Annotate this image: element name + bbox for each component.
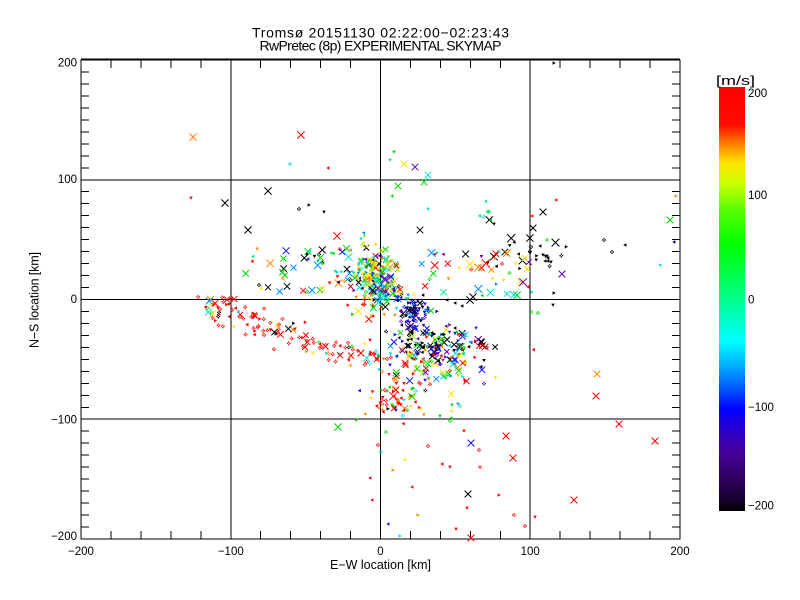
svg-text:RwPretec (8p) EXPERIMENTAL SKY: RwPretec (8p) EXPERIMENTAL SKYMAP [260, 38, 502, 54]
svg-text:Tromsø 20151130 02:22:00−02:23: Tromsø 20151130 02:22:00−02:23:43 [252, 25, 509, 41]
svg-text:[m/s]: [m/s] [716, 73, 755, 88]
svg-text:100: 100 [521, 546, 540, 558]
svg-text:100: 100 [58, 174, 77, 186]
svg-text:200: 200 [748, 88, 767, 100]
svg-text:−200: −200 [51, 531, 77, 543]
svg-text:100: 100 [748, 190, 767, 202]
svg-text:−100: −100 [748, 402, 774, 414]
svg-text:200: 200 [670, 546, 689, 558]
svg-text:−100: −100 [218, 546, 244, 558]
svg-text:0: 0 [748, 295, 754, 307]
svg-text:−200: −200 [68, 546, 94, 558]
svg-text:0: 0 [377, 546, 383, 558]
svg-text:0: 0 [71, 294, 77, 306]
svg-text:E−W location [km]: E−W location [km] [330, 558, 431, 572]
svg-text:200: 200 [58, 58, 77, 70]
svg-text:N−S location [km]: N−S location [km] [28, 252, 42, 348]
svg-text:−100: −100 [51, 415, 77, 427]
svg-text:−200: −200 [748, 501, 774, 513]
